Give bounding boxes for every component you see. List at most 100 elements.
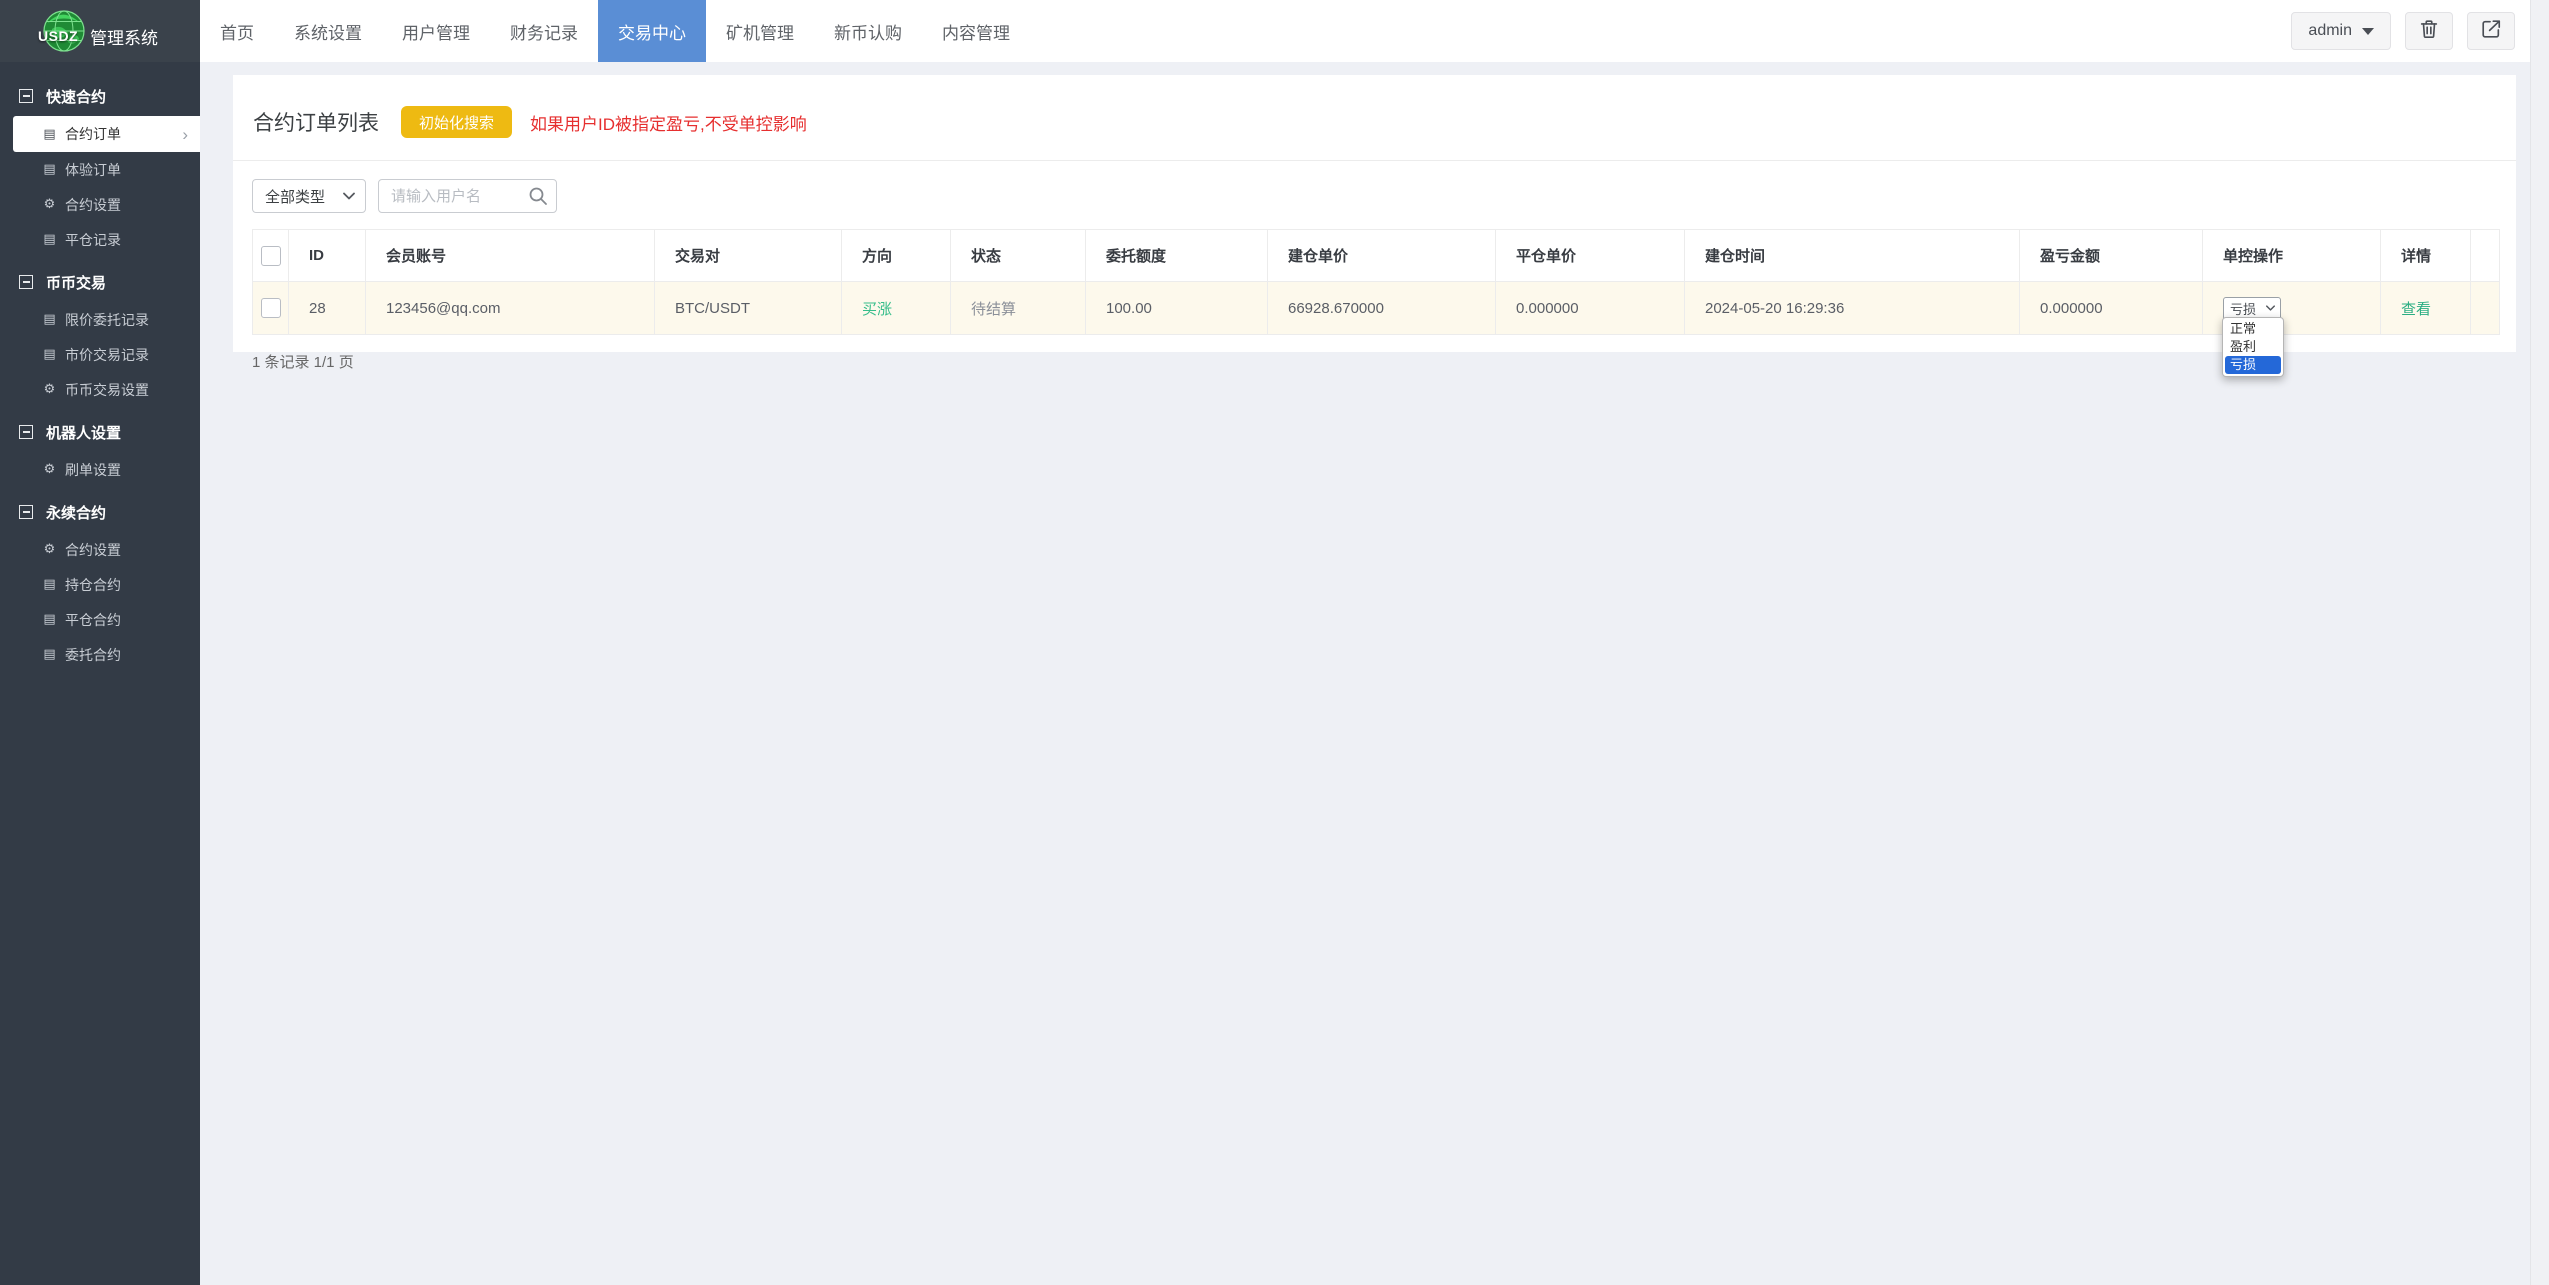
table-row: 28 123456@qq.com BTC/USDT 买涨 待结算 100.00 … [252, 281, 2500, 377]
cell-account: 123456@qq.com [365, 281, 655, 335]
list-icon: ▤ [43, 647, 56, 662]
col-header-control: 单控操作 [2202, 229, 2381, 282]
logout-button[interactable] [2467, 12, 2515, 50]
username-search-input[interactable] [378, 179, 557, 213]
dropdown-option-loss[interactable]: 亏损 [2225, 356, 2281, 374]
sidebar-section-header-quick-contract[interactable]: 快速合约 [0, 76, 200, 116]
sidebar-item-label: 市价交易记录 [65, 346, 149, 363]
section-title: 永续合约 [46, 504, 107, 522]
collapse-minus-icon [19, 505, 33, 519]
chevron-down-icon [2266, 305, 2275, 311]
section-title: 机器人设置 [46, 424, 122, 442]
top-bar: USDZ 管理系统 首页 系统设置 用户管理 财务记录 交易中心 矿机管理 新币… [0, 0, 2549, 62]
trash-icon [2418, 18, 2440, 45]
app-logo: USDZ 管理系统 [0, 0, 200, 62]
control-select-dropdown: 正常 盈利 亏损 [2222, 317, 2284, 377]
header-checkbox-cell [252, 229, 289, 282]
sidebar-section-coin-trading: 币币交易 ▤ 限价委托记录 ▤ 市价交易记录 ⚙ 币币交易设置 [0, 262, 200, 407]
control-select[interactable]: 亏损 [2223, 296, 2281, 320]
sidebar-item-label: 币币交易设置 [65, 381, 149, 398]
nav-item-content-management[interactable]: 内容管理 [942, 23, 1010, 43]
sidebar-item-perpetual-contract-settings[interactable]: ⚙ 合约设置 [0, 532, 200, 567]
dropdown-option-profit[interactable]: 盈利 [2230, 339, 2257, 354]
sidebar-item-label: 合约订单 [65, 126, 121, 142]
main-area: 合约订单列表 初始化搜索 如果用户ID被指定盈亏,不受单控影响 全部类型 [200, 62, 2549, 1285]
sidebar-item-close-position-records[interactable]: ▤ 平仓记录 [0, 222, 200, 257]
sidebar-item-holding-contracts[interactable]: ▤ 持仓合约 [0, 567, 200, 602]
row-checkbox[interactable] [260, 298, 281, 318]
globe-icon: USDZ [38, 9, 86, 53]
sidebar-section-perpetual-contract: 永续合约 ⚙ 合约设置 ▤ 持仓合约 ▤ 平仓合约 ▤ 委托合约 [0, 492, 200, 672]
col-header-open-time: 建仓时间 [1684, 229, 2020, 282]
sidebar-section-header-perpetual-contract[interactable]: 永续合约 [0, 492, 200, 532]
view-detail-link[interactable]: 查看 [2401, 300, 2432, 318]
select-all-checkbox[interactable] [260, 245, 281, 266]
sidebar-item-contract-settings[interactable]: ⚙ 合约设置 [0, 187, 200, 222]
sidebar-section-header-robot-settings[interactable]: 机器人设置 [0, 412, 200, 452]
sidebar-item-coin-trade-settings[interactable]: ⚙ 币币交易设置 [0, 372, 200, 407]
sidebar-item-contract-orders[interactable]: ▤ 合约订单 › [13, 116, 200, 152]
top-nav: 首页 系统设置 用户管理 财务记录 交易中心 矿机管理 新币认购 内容管理 [200, 0, 1030, 62]
sidebar-item-brush-order-settings[interactable]: ⚙ 刷单设置 [0, 452, 200, 487]
collapse-minus-icon [19, 425, 33, 439]
orders-table-wrap: ID 会员账号 交易对 方向 状态 委托额度 建仓单价 平仓单价 建仓时间 盈亏… [252, 229, 2500, 377]
list-icon: ▤ [43, 577, 56, 592]
cell-status: 待结算 [950, 281, 1086, 335]
filter-row: 全部类型 [252, 179, 2516, 213]
trash-button[interactable] [2405, 12, 2453, 50]
chevron-down-icon [343, 192, 355, 200]
collapse-minus-icon [19, 89, 33, 103]
export-icon [2480, 18, 2502, 45]
col-header-detail: 详情 [2380, 229, 2471, 282]
cell-pnl: 0.000000 [2019, 281, 2203, 335]
content-panel: 合约订单列表 初始化搜索 如果用户ID被指定盈亏,不受单控影响 全部类型 [233, 75, 2516, 377]
warning-text: 如果用户ID被指定盈亏,不受单控影响 [530, 114, 807, 134]
sidebar-item-label: 委托合约 [65, 646, 121, 663]
cell-detail: 查看 [2380, 281, 2471, 335]
sidebar-item-label: 持仓合约 [65, 576, 121, 593]
page-scrollbar[interactable] [2530, 0, 2549, 1285]
page-title: 合约订单列表 [253, 112, 379, 135]
col-header-account: 会员账号 [365, 229, 655, 282]
nav-item-system-settings[interactable]: 系统设置 [294, 23, 362, 43]
sidebar-item-label: 平仓合约 [65, 611, 121, 628]
orders-table: ID 会员账号 交易对 方向 状态 委托额度 建仓单价 平仓单价 建仓时间 盈亏… [252, 229, 2500, 377]
sidebar-item-label: 合约设置 [65, 196, 121, 213]
col-header-pnl: 盈亏金额 [2019, 229, 2203, 282]
cell-close-price: 0.000000 [1495, 281, 1685, 335]
gear-icon: ⚙ [43, 462, 56, 477]
admin-label: admin [2308, 22, 2352, 39]
sidebar-item-label: 刷单设置 [65, 461, 121, 478]
logo-text: USDZ [38, 28, 79, 44]
init-search-button[interactable]: 初始化搜索 [401, 106, 513, 138]
collapse-minus-icon [19, 275, 33, 289]
cell-filler [2470, 281, 2500, 335]
list-icon: ▤ [43, 347, 56, 362]
type-filter-select[interactable]: 全部类型 [252, 179, 366, 213]
list-icon: ▤ [43, 612, 56, 627]
col-header-close-price: 平仓单价 [1495, 229, 1685, 282]
sidebar-item-label: 限价委托记录 [65, 311, 149, 328]
gear-icon: ⚙ [43, 197, 56, 212]
chevron-right-icon: › [182, 124, 188, 144]
nav-item-home[interactable]: 首页 [220, 23, 254, 43]
search-icon[interactable] [528, 186, 548, 206]
col-header-id: ID [288, 229, 366, 282]
nav-item-user-management[interactable]: 用户管理 [402, 23, 470, 43]
nav-item-trade-center[interactable]: 交易中心 [598, 0, 706, 62]
sidebar-item-market-trade-records[interactable]: ▤ 市价交易记录 [0, 337, 200, 372]
col-header-amount: 委托额度 [1085, 229, 1268, 282]
sidebar-section-header-coin-trading[interactable]: 币币交易 [0, 262, 200, 302]
sidebar-item-trial-orders[interactable]: ▤ 体验订单 [0, 152, 200, 187]
nav-item-miner-management[interactable]: 矿机管理 [726, 23, 794, 43]
sidebar-item-entrusted-contracts[interactable]: ▤ 委托合约 [0, 637, 200, 672]
cell-direction: 买涨 [841, 281, 951, 335]
nav-item-finance-records[interactable]: 财务记录 [510, 23, 578, 43]
table-header-row: ID 会员账号 交易对 方向 状态 委托额度 建仓单价 平仓单价 建仓时间 盈亏… [252, 229, 2500, 282]
sidebar-item-limit-order-records[interactable]: ▤ 限价委托记录 [0, 302, 200, 337]
sidebar-item-closed-contracts[interactable]: ▤ 平仓合约 [0, 602, 200, 637]
admin-dropdown-button[interactable]: admin [2291, 12, 2391, 50]
dropdown-option-normal[interactable]: 正常 [2230, 321, 2257, 336]
nav-item-new-coin-subscription[interactable]: 新币认购 [834, 23, 902, 43]
sidebar-item-label: 平仓记录 [65, 231, 121, 248]
